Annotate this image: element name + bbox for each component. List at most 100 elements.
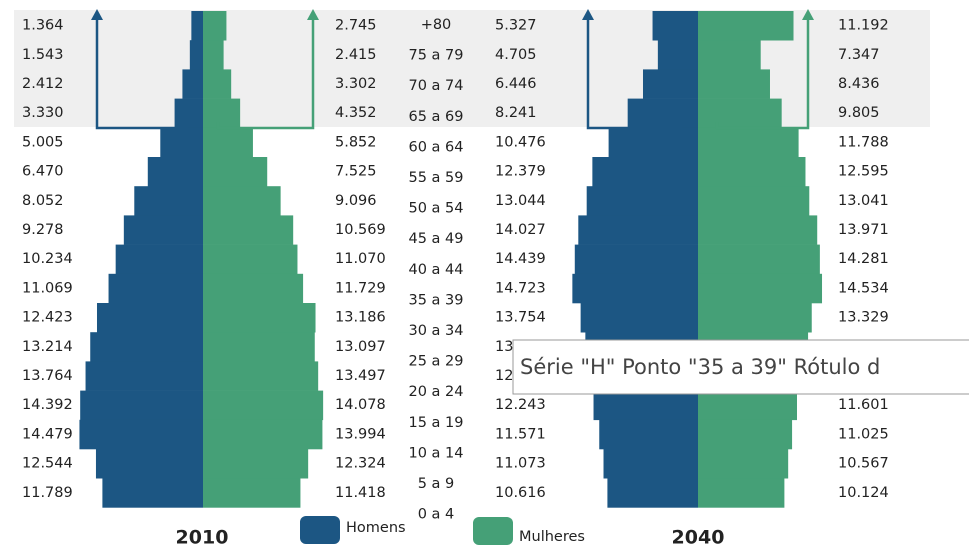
legend-label: Mulheres — [519, 529, 585, 545]
value-label: 10.616 — [495, 485, 546, 501]
category-label: 75 a 79 — [408, 48, 463, 64]
value-label: 6.470 — [22, 164, 64, 180]
value-label: 14.723 — [495, 280, 546, 296]
bar — [203, 332, 315, 362]
bar — [115, 244, 203, 275]
value-label: 14.534 — [838, 280, 889, 296]
bar — [203, 186, 281, 216]
value-label: 8.241 — [495, 105, 537, 121]
bar — [203, 303, 316, 333]
value-label: 11.025 — [838, 426, 889, 442]
bar — [698, 186, 810, 216]
bar — [203, 98, 241, 129]
value-label: 13.097 — [335, 339, 386, 355]
value-label: 13.041 — [838, 193, 889, 209]
bar — [203, 157, 268, 187]
bar — [698, 98, 782, 129]
bracket — [95, 16, 188, 130]
bar — [203, 478, 301, 508]
category-label: 40 a 44 — [408, 262, 463, 278]
bar — [79, 419, 203, 450]
bar — [191, 11, 203, 41]
value-label: 13.044 — [495, 193, 546, 209]
bar — [574, 244, 698, 275]
bar — [134, 186, 203, 216]
value-label: 13.994 — [335, 426, 386, 442]
bar — [698, 273, 823, 304]
value-label: 9.096 — [335, 193, 377, 209]
value-label: 11.073 — [495, 456, 546, 472]
value-label: 5.852 — [335, 134, 377, 150]
bar — [698, 40, 761, 70]
bar — [108, 273, 203, 304]
bar — [698, 127, 799, 158]
value-label: 12.423 — [22, 310, 73, 326]
value-label: 10.567 — [838, 456, 889, 472]
bar — [90, 332, 203, 362]
bar — [586, 186, 698, 216]
category-label: +80 — [421, 17, 452, 33]
value-label: 12.595 — [838, 164, 889, 180]
bar — [203, 419, 323, 450]
value-label: 12.379 — [495, 164, 546, 180]
value-label: 11.789 — [22, 485, 73, 501]
value-label: 7.347 — [838, 47, 880, 63]
value-label: 3.330 — [22, 105, 64, 121]
value-label: 1.364 — [22, 18, 64, 34]
category-label: 20 a 24 — [408, 384, 463, 400]
category-label: 50 a 54 — [408, 201, 463, 217]
bar — [698, 303, 812, 333]
legend-swatch — [300, 516, 340, 544]
bar — [698, 69, 770, 99]
bar — [607, 478, 698, 508]
bar — [96, 303, 203, 333]
bar — [698, 11, 794, 41]
value-label: 4.352 — [335, 105, 377, 121]
bar — [80, 390, 203, 421]
category-label: 60 a 64 — [408, 139, 463, 155]
tooltip-text: Série "H" Ponto "35 a 39" Rótulo d — [520, 355, 880, 379]
category-label: 5 a 9 — [418, 476, 455, 492]
bar — [657, 40, 698, 70]
value-label: 1.543 — [22, 47, 64, 63]
bar — [608, 127, 698, 158]
bar — [698, 390, 797, 421]
value-label: 11.788 — [838, 134, 889, 150]
value-label: 8.052 — [22, 193, 64, 209]
value-label: 10.124 — [838, 485, 889, 501]
value-label: 5.327 — [495, 18, 537, 34]
value-label: 5.005 — [22, 134, 64, 150]
value-label: 11.070 — [335, 251, 386, 267]
bar — [203, 69, 232, 99]
category-label: 15 a 19 — [408, 415, 463, 431]
category-label: 35 a 39 — [408, 292, 463, 308]
category-label: 30 a 34 — [408, 323, 463, 339]
bar — [85, 361, 203, 391]
bar — [203, 361, 319, 391]
value-label: 7.525 — [335, 164, 377, 180]
bar — [599, 419, 698, 450]
panel-title: 2040 — [672, 527, 725, 548]
bar — [603, 449, 698, 479]
bar — [123, 215, 203, 245]
value-label: 14.439 — [495, 251, 546, 267]
bracket — [715, 16, 810, 130]
bar — [182, 69, 203, 99]
bar — [593, 390, 698, 421]
bar — [698, 449, 789, 479]
bar — [642, 69, 698, 99]
value-label: 13.764 — [22, 368, 73, 384]
value-label: 6.446 — [495, 76, 537, 92]
value-label: 8.436 — [838, 76, 880, 92]
value-label: 11.571 — [495, 426, 546, 442]
bar — [698, 244, 820, 275]
value-label: 13.214 — [22, 339, 73, 355]
bar — [627, 98, 698, 129]
category-label: 45 a 49 — [408, 231, 463, 247]
value-label: 13.186 — [335, 310, 386, 326]
bar — [203, 40, 224, 70]
value-label: 9.278 — [22, 222, 64, 238]
bar — [652, 11, 698, 41]
value-label: 13.329 — [838, 310, 889, 326]
